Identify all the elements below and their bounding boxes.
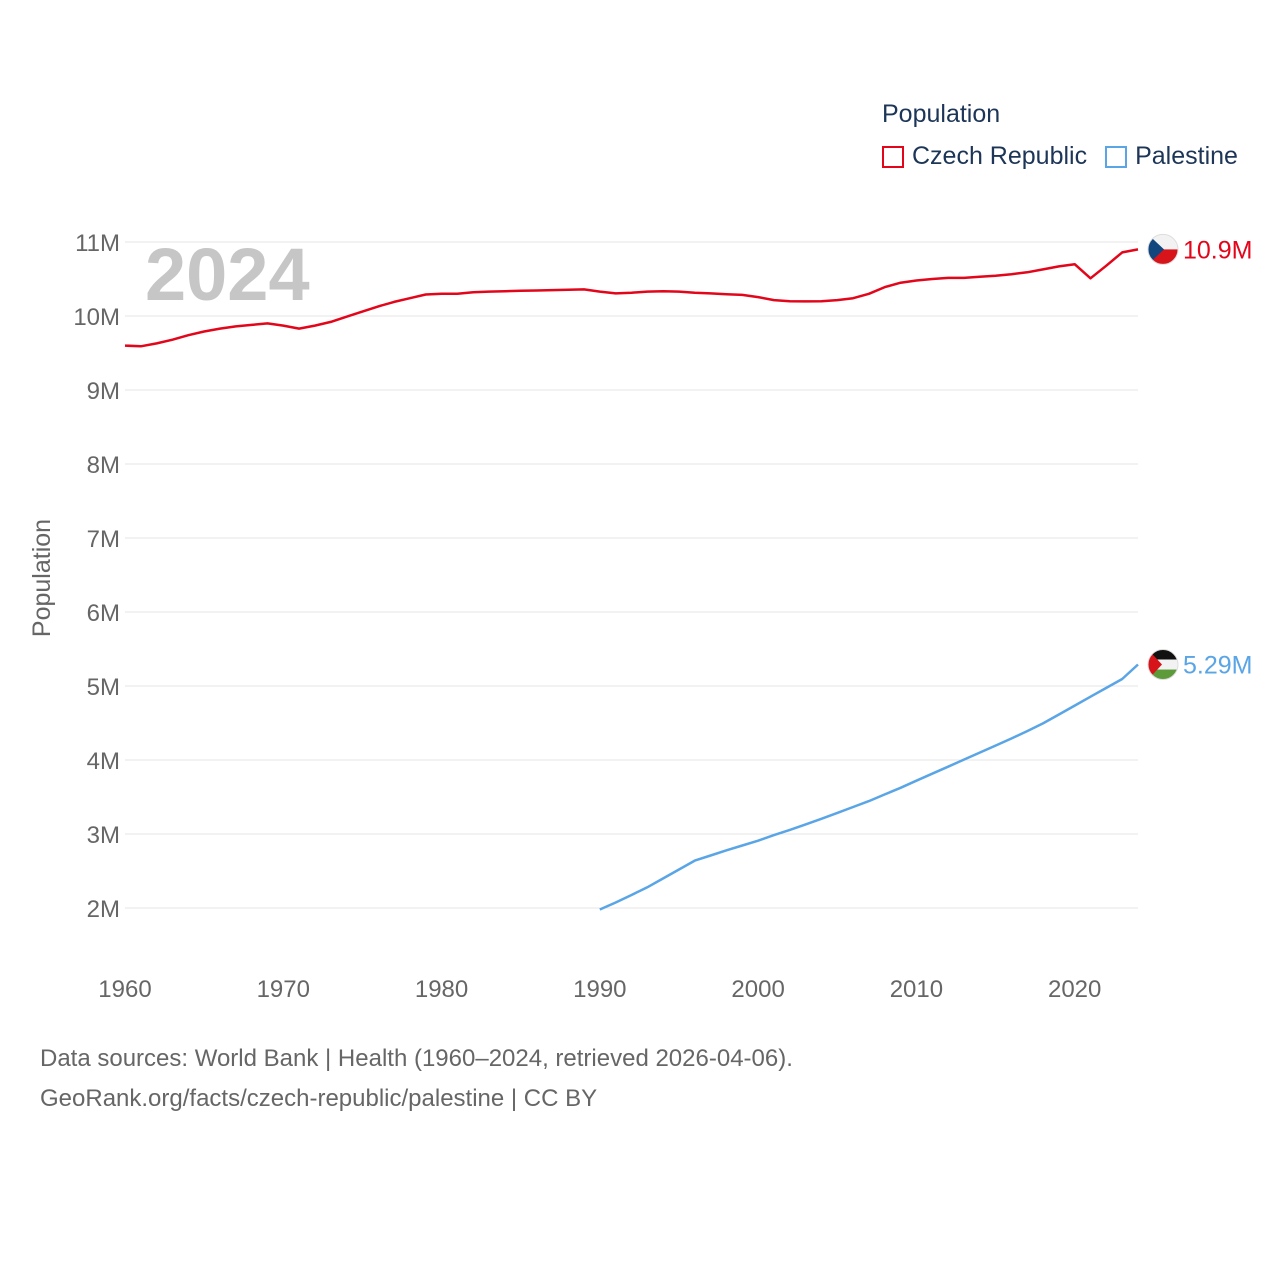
x-tick-label: 1960 xyxy=(98,976,151,1003)
legend-label-palestine: Palestine xyxy=(1135,142,1238,170)
x-axis-ticks: 1960 1970 1980 1990 2000 2010 2020 xyxy=(98,976,1101,1003)
series-end-markers: 10.9M 5.29M xyxy=(1147,233,1252,681)
series-lines xyxy=(124,248,1139,911)
x-tick-label: 2020 xyxy=(1048,976,1101,1003)
y-tick-label: 7M xyxy=(87,526,120,553)
x-tick-label: 2010 xyxy=(890,976,943,1003)
legend-swatch-palestine xyxy=(1105,145,1128,168)
legend-item-czech-republic[interactable]: Czech Republic xyxy=(882,142,1087,171)
gridlines xyxy=(125,241,1138,909)
end-value-label-palestine: 5.29M xyxy=(1183,652,1252,680)
y-tick-label: 11M xyxy=(75,230,120,257)
x-tick-label: 2000 xyxy=(731,976,784,1003)
legend-swatch-czech-republic xyxy=(882,145,904,168)
y-tick-label: 8M xyxy=(87,452,120,479)
y-tick-label: 10M xyxy=(73,304,120,331)
series-line-czech-republic[interactable] xyxy=(124,248,1139,348)
x-tick-label: 1980 xyxy=(415,976,468,1003)
data-sources-note: Data sources: World Bank | Health (1960–… xyxy=(40,1045,793,1072)
legend-label-czech-republic: Czech Republic xyxy=(912,142,1088,170)
year-watermark: 2024 xyxy=(145,233,310,316)
source-url-credit[interactable]: GeoRank.org/facts/czech-republic/palesti… xyxy=(40,1085,598,1112)
legend-item-palestine[interactable]: Palestine xyxy=(1105,142,1238,171)
y-tick-label: 2M xyxy=(87,896,120,923)
legend-title: Population xyxy=(882,100,1001,128)
legend: Czech Republic Palestine xyxy=(882,142,1256,171)
flag-icon-czech-republic xyxy=(1147,233,1179,265)
flag-icon-palestine xyxy=(1147,649,1179,681)
y-tick-label: 4M xyxy=(87,748,120,775)
x-tick-label: 1970 xyxy=(257,976,310,1003)
y-tick-label: 6M xyxy=(87,600,120,627)
x-tick-label: 1990 xyxy=(573,976,626,1003)
series-line-palestine[interactable] xyxy=(599,663,1139,911)
y-axis-ticks: 2M 3M 4M 5M 6M 7M 8M 9M 10M 11M xyxy=(73,230,120,923)
y-tick-label: 9M xyxy=(87,378,120,405)
y-tick-label: 5M xyxy=(87,674,120,701)
y-axis-label: Population xyxy=(28,519,56,637)
y-tick-label: 3M xyxy=(87,822,120,849)
end-value-label-czech-republic: 10.9M xyxy=(1183,236,1252,264)
